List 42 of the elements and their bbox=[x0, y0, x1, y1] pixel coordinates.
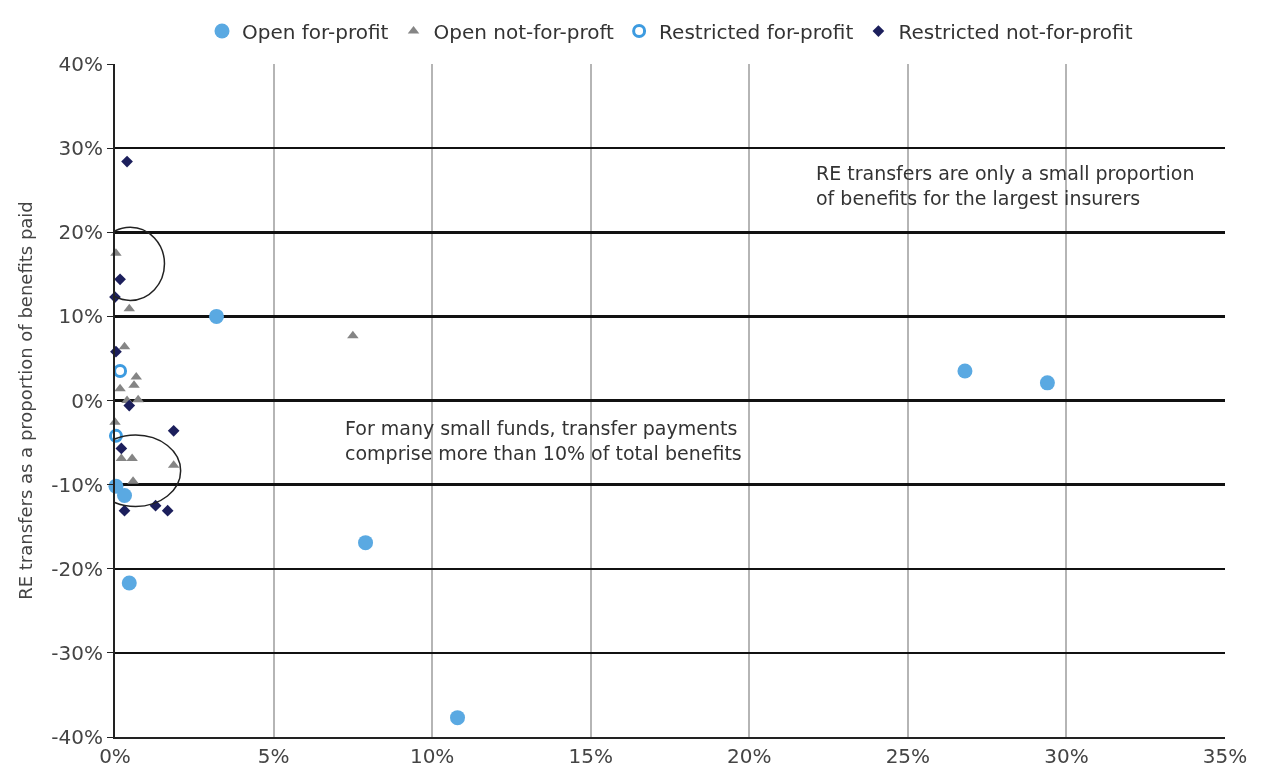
point bbox=[132, 394, 144, 403]
point bbox=[115, 442, 128, 455]
x-tick-label: 35% bbox=[1202, 744, 1248, 768]
point bbox=[358, 535, 374, 551]
point bbox=[121, 575, 137, 591]
y-tick-label: 40% bbox=[58, 52, 103, 76]
x-tick-label: 30% bbox=[1044, 744, 1089, 768]
point bbox=[114, 383, 126, 392]
point bbox=[450, 710, 466, 726]
y-tick-label: 30% bbox=[58, 136, 103, 161]
legend-label: Restricted not-for-profit bbox=[898, 19, 1133, 44]
point bbox=[126, 453, 138, 462]
annotation: RE transfers are only a small proportion of benefits for the largest insurers bbox=[816, 162, 1195, 209]
point bbox=[123, 399, 136, 412]
point bbox=[347, 330, 359, 339]
y-tick-label: -10% bbox=[51, 472, 103, 497]
point bbox=[114, 273, 126, 286]
x-tick-label: 5% bbox=[257, 744, 290, 768]
y-tick-label: -30% bbox=[51, 640, 103, 665]
point bbox=[113, 364, 128, 379]
x-tick-label: 25% bbox=[885, 744, 931, 768]
legend-label: Open for-profit bbox=[242, 19, 389, 44]
point bbox=[957, 363, 973, 379]
y-axis-title: RE transfers as a proportion of benefits paid bbox=[15, 201, 37, 600]
y-tick-label: -20% bbox=[51, 556, 103, 581]
x-tick-label: 10% bbox=[409, 744, 455, 768]
y-tick-label: 10% bbox=[58, 304, 103, 329]
point bbox=[117, 488, 133, 504]
x-tick-label: 15% bbox=[568, 744, 613, 768]
annotation: For many small funds, transfer payments comprise more than 10% of total benefits bbox=[345, 417, 742, 464]
y-tick-label: 0% bbox=[71, 388, 103, 413]
legend-label: Restricted for-profit bbox=[659, 19, 854, 44]
point bbox=[108, 428, 123, 443]
point bbox=[209, 308, 224, 324]
point bbox=[1039, 375, 1055, 391]
point bbox=[121, 155, 133, 168]
point bbox=[167, 424, 180, 437]
point bbox=[118, 504, 131, 517]
legend-label: Open not-for-proft bbox=[433, 19, 615, 44]
y-tick-label: 20% bbox=[58, 220, 103, 245]
x-tick-label: 20% bbox=[727, 744, 772, 768]
point bbox=[161, 504, 174, 517]
